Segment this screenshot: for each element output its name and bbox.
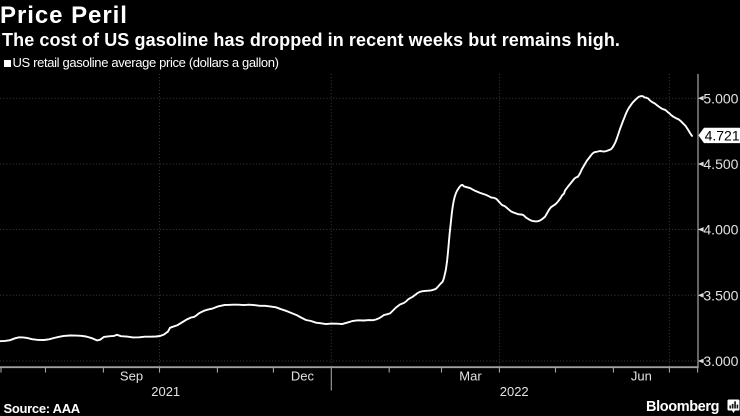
svg-text:2021: 2021 (151, 384, 180, 399)
svg-text:Dec: Dec (291, 369, 315, 384)
svg-text:Sep: Sep (120, 369, 143, 384)
svg-text:4.721: 4.721 (705, 127, 740, 143)
svg-text:5.000: 5.000 (703, 90, 738, 106)
svg-text:Jun: Jun (631, 369, 652, 384)
svg-text:4.000: 4.000 (703, 222, 738, 238)
svg-text:3.000: 3.000 (703, 353, 738, 369)
svg-text:4.500: 4.500 (703, 156, 738, 172)
svg-text:2022: 2022 (500, 384, 529, 399)
svg-text:Mar: Mar (459, 369, 482, 384)
svg-text:3.500: 3.500 (703, 287, 738, 303)
